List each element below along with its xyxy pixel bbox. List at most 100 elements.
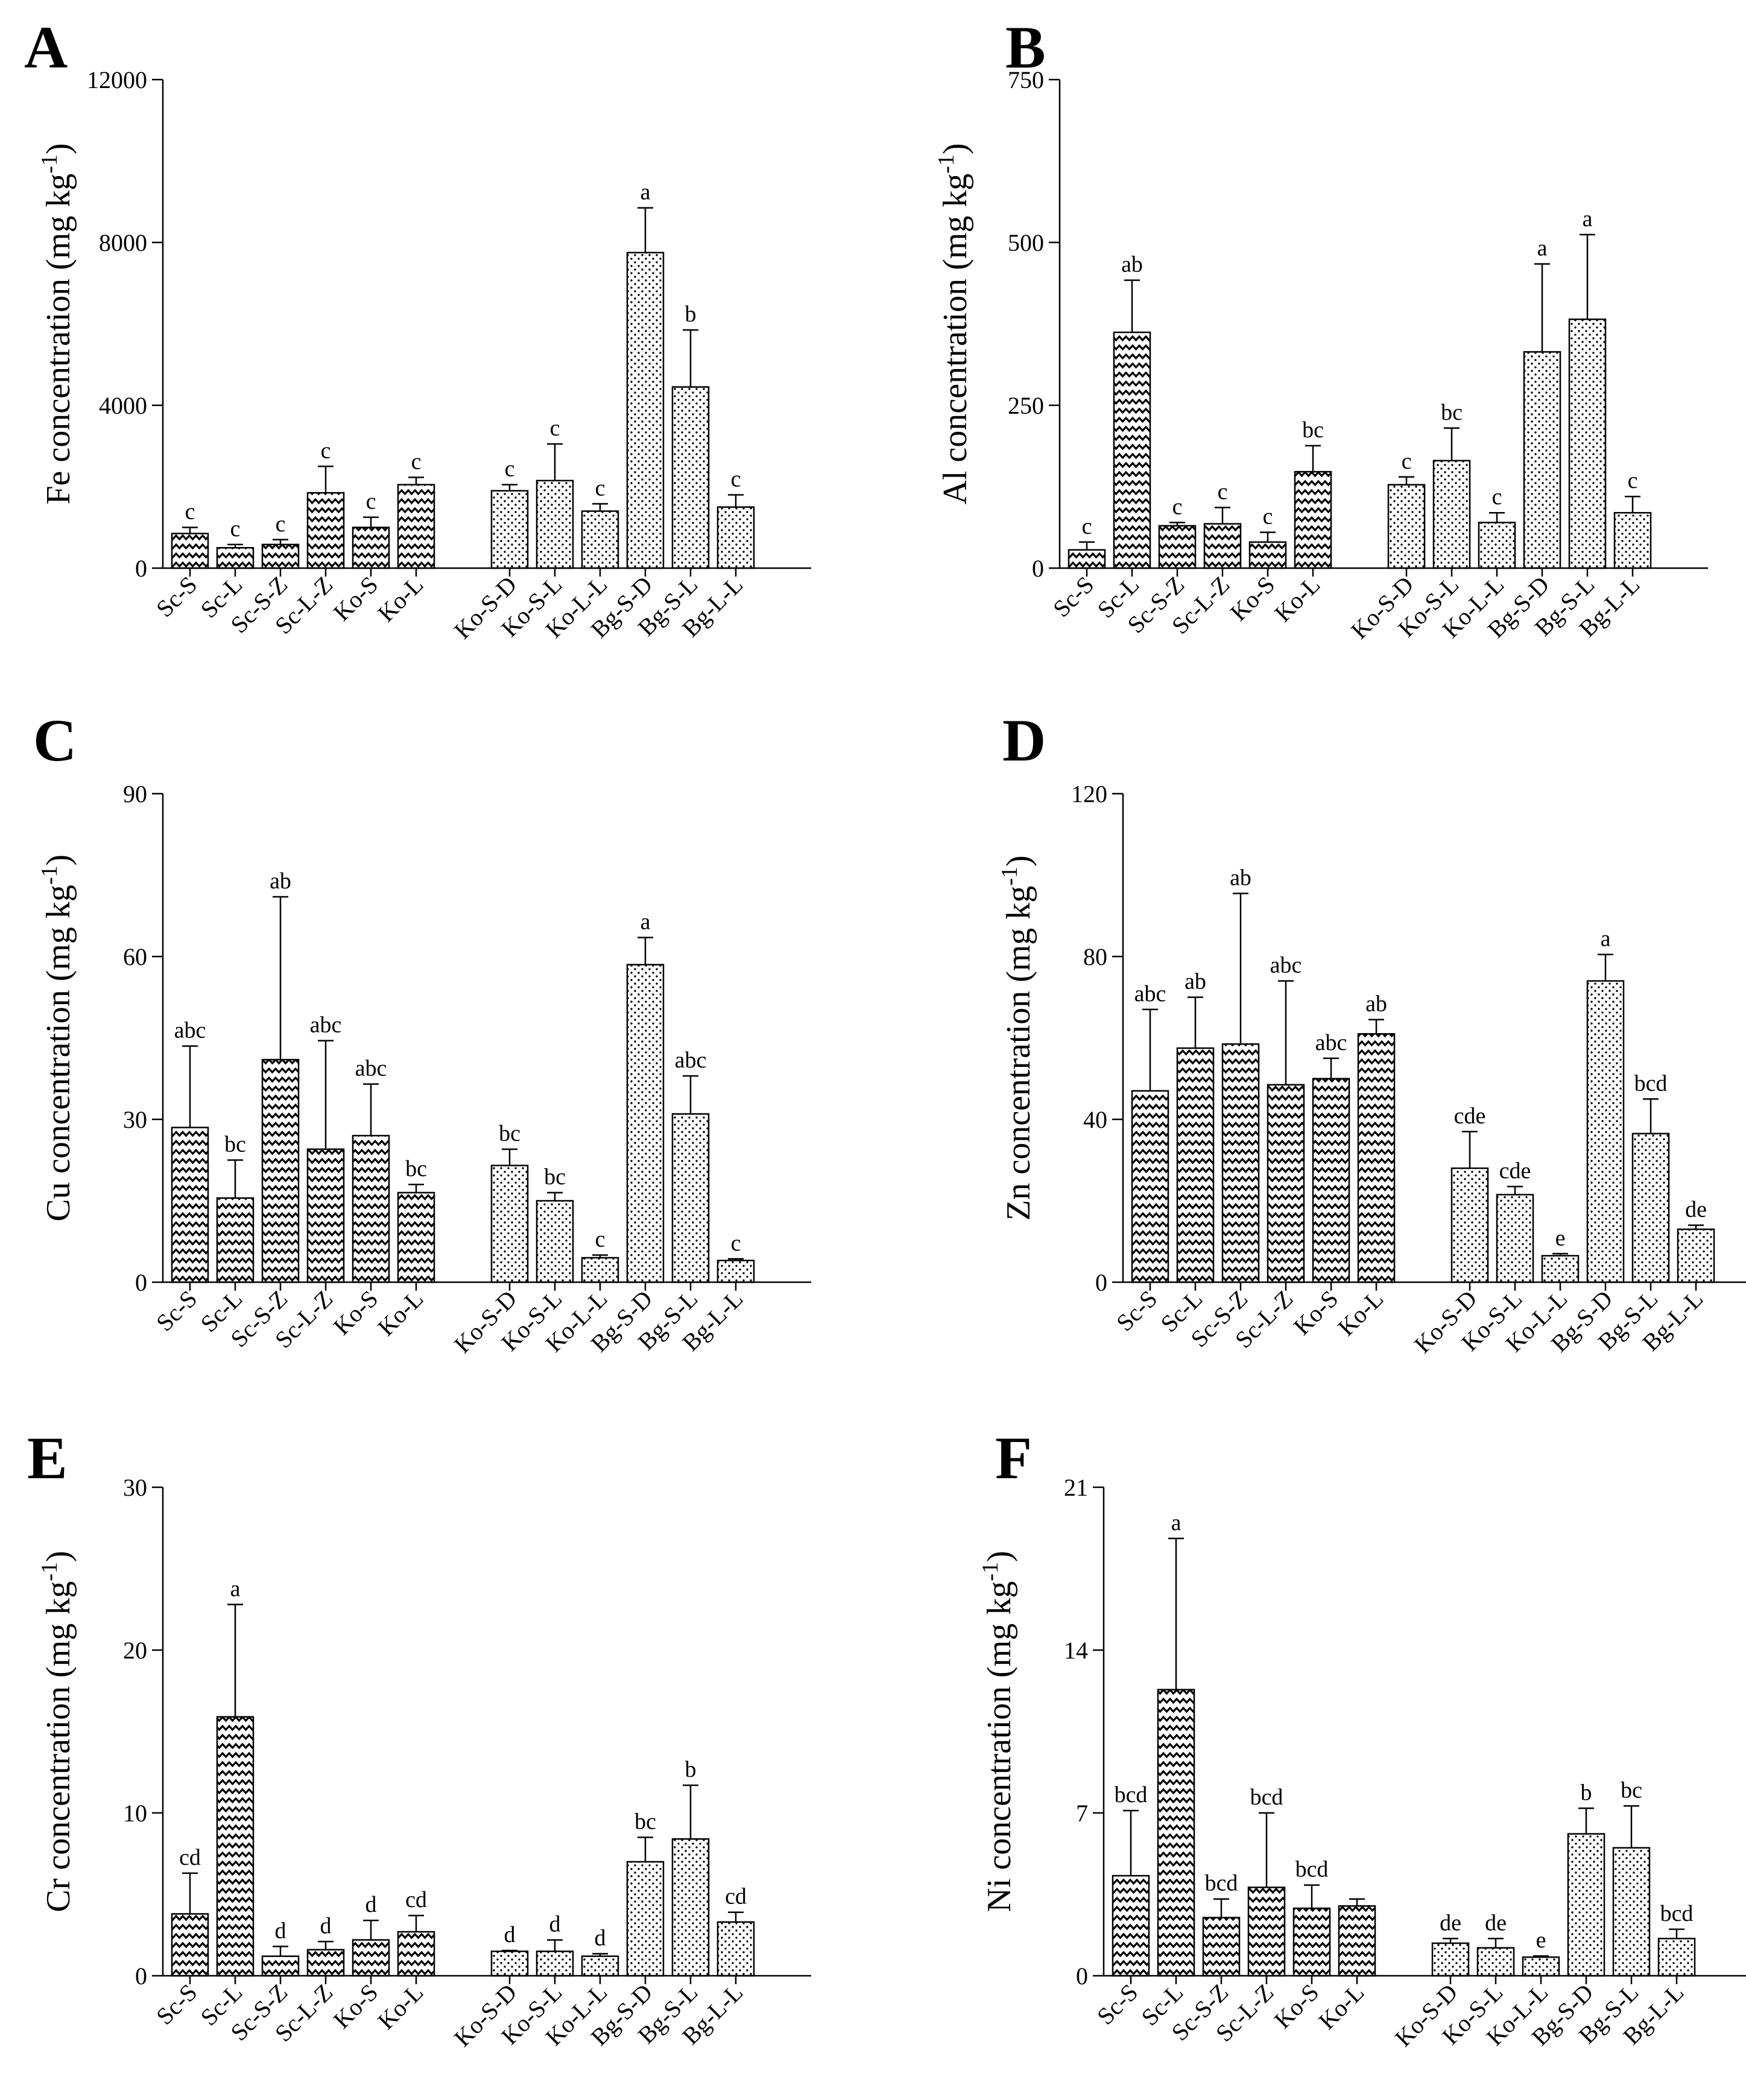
bar — [1431, 1942, 1470, 1977]
panel-letter-f: F — [995, 1425, 1032, 1491]
significance-letter: abc — [1315, 1030, 1347, 1055]
bars — [171, 964, 755, 1283]
significance-letter: bcd — [1115, 1782, 1148, 1807]
bar — [216, 1197, 255, 1283]
y-tick-label: 500 — [1008, 229, 1044, 256]
panel-b: B Al concentration (mg kg-1) 0250500750 … — [934, 14, 1708, 644]
significance-letter: c — [1628, 468, 1638, 493]
bar — [352, 1134, 390, 1283]
bar — [1496, 1194, 1534, 1283]
panel-letter-b: B — [1005, 14, 1046, 81]
category-labels: Sc-SSc-LSc-S-ZSc-L-ZKo-SKo-L Ko-S-DKo-S-L… — [151, 1285, 748, 1358]
error-bars — [1123, 1537, 1684, 1958]
significance-letter: bcd — [1205, 1871, 1238, 1896]
bar — [716, 1259, 755, 1283]
significance-letters: bcd a bcd bcd bcd de de e b bc bcd — [1115, 1510, 1694, 1953]
significance-letter: de — [1440, 1910, 1461, 1935]
error-bars — [182, 1604, 744, 1956]
significance-letter: cde — [1454, 1103, 1486, 1128]
category-label: Ko-L — [1332, 1285, 1388, 1341]
significance-letter: c — [276, 511, 286, 537]
y-axis-title: Al concentration (mg kg-1) — [934, 143, 974, 504]
y-axis-title: Fe concentration (mg kg-1) — [37, 143, 77, 504]
y-tick-label: 0 — [135, 1269, 147, 1296]
y-tick-label: 750 — [1008, 66, 1044, 93]
y-tick-label: 30 — [123, 1106, 147, 1133]
bar — [352, 527, 390, 569]
category-labels: Sc-SSc-LSc-S-ZSc-L-ZKo-SKo-L Ko-S-DKo-S-L… — [151, 1979, 748, 2052]
significance-letter: c — [550, 416, 560, 441]
category-label: Ko-L — [372, 1979, 428, 2035]
significance-letter: bc — [1621, 1777, 1642, 1803]
significance-letter: a — [641, 909, 651, 935]
bar — [536, 1950, 574, 1977]
bar — [1247, 1887, 1286, 1977]
panel-f: F Ni concentration (mg kg-1) 0 7 14 21 bcd a… — [978, 1425, 1746, 2052]
significance-letter: a — [1583, 206, 1593, 232]
bar — [397, 1931, 435, 1977]
bar — [490, 1950, 529, 1977]
significance-letter: bc — [1441, 400, 1463, 425]
bar — [581, 1955, 619, 1977]
significance-letter: ab — [1365, 991, 1387, 1017]
bar — [671, 386, 710, 569]
significance-letter: a — [641, 180, 651, 205]
bar — [261, 543, 300, 569]
category-labels: Sc-SSc-LSc-S-ZSc-L-ZKo-SKo-L Ko-S-DKo-S-L… — [1092, 1979, 1689, 2052]
significance-letter: ab — [1185, 969, 1206, 995]
category-label: Ko-L — [372, 571, 428, 627]
bar — [490, 1165, 529, 1283]
significance-letter: bcd — [1250, 1785, 1283, 1810]
bar — [1202, 1917, 1241, 1977]
significance-letter: ab — [1230, 865, 1251, 890]
bar — [1176, 1047, 1215, 1283]
significance-letter: c — [411, 449, 422, 474]
bar — [1248, 541, 1287, 569]
significance-letter: abc — [310, 1013, 342, 1038]
bar — [1568, 318, 1607, 569]
significance-letter: c — [595, 475, 606, 501]
significance-letter: c — [185, 499, 195, 525]
bar — [536, 479, 574, 569]
category-label: Ko-S — [328, 1285, 384, 1341]
bar — [306, 1148, 345, 1283]
bar — [1113, 331, 1151, 569]
y-axis-title-superscript: -1 — [997, 867, 1022, 886]
significance-letter: d — [549, 1912, 561, 1937]
significance-letter: a — [1171, 1510, 1181, 1535]
bar — [1387, 484, 1426, 569]
significance-letter: de — [1685, 1197, 1707, 1222]
bar — [536, 1200, 574, 1283]
significance-letter: c — [595, 1227, 606, 1252]
significance-letter: b — [685, 1757, 697, 1782]
y-axis-title-superscript: -1 — [37, 865, 62, 885]
significance-letter: bc — [1302, 417, 1324, 443]
significance-letter: bc — [499, 1121, 520, 1146]
significance-letters: cd a d d d cd d d d bc b cd — [179, 1576, 747, 1950]
panel-letter-d: D — [1002, 707, 1046, 774]
bar — [716, 1921, 755, 1977]
y-axis-title-main: Fe concentration (mg kg — [40, 174, 77, 505]
panel-letter-c: C — [33, 707, 77, 774]
category-labels: Sc-SSc-LSc-S-ZSc-L-ZKo-SKo-L Ko-S-DKo-S-L… — [1048, 571, 1645, 644]
bar — [1157, 1689, 1195, 1977]
y-tick-label: 0 — [1032, 555, 1044, 582]
y-axis-title-end: ) — [40, 855, 77, 866]
y-axis-title-end: ) — [937, 143, 974, 154]
bar — [626, 1861, 665, 1977]
y-axis-title: Ni concentration (mg kg-1) — [978, 1551, 1018, 1912]
bar — [352, 1939, 390, 1977]
significance-letter: c — [321, 438, 331, 463]
significance-letter: bc — [544, 1165, 566, 1190]
y-axis-title-main: Cu concentration (mg kg — [40, 885, 77, 1221]
y-tick-label: 14 — [1064, 1637, 1088, 1664]
significance-letter: c — [731, 1230, 741, 1256]
significance-letter: a — [1537, 236, 1548, 261]
significance-letter: bc — [224, 1132, 246, 1157]
y-tick-label: 4000 — [99, 392, 147, 419]
bar — [397, 484, 435, 569]
significance-letter: c — [1402, 449, 1412, 474]
category-label: Ko-S — [1288, 1285, 1344, 1341]
significance-letter: ab — [1121, 252, 1143, 277]
